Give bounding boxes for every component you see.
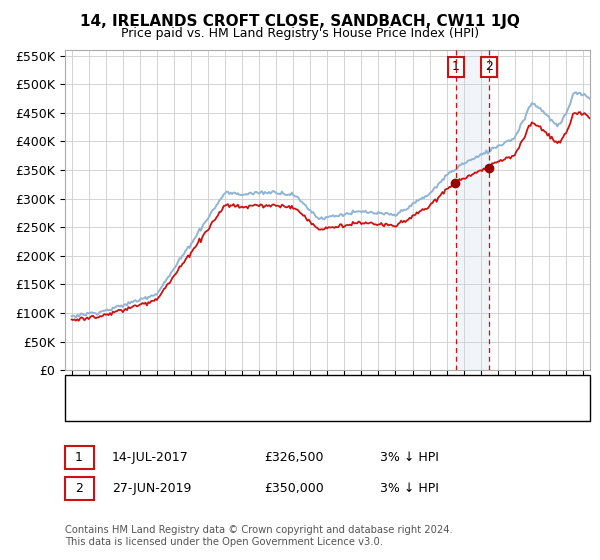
Text: 3% ↓ HPI: 3% ↓ HPI: [380, 482, 439, 495]
Text: 2: 2: [75, 482, 83, 495]
Text: 14, IRELANDS CROFT CLOSE, SANDBACH, CW11 1JQ: 14, IRELANDS CROFT CLOSE, SANDBACH, CW11…: [80, 14, 520, 29]
Text: 14, IRELANDS CROFT CLOSE, SANDBACH, CW11 1JQ (detached house): 14, IRELANDS CROFT CLOSE, SANDBACH, CW11…: [104, 383, 504, 393]
Text: £326,500: £326,500: [265, 451, 324, 464]
Text: Price paid vs. HM Land Registry's House Price Index (HPI): Price paid vs. HM Land Registry's House …: [121, 27, 479, 40]
Text: 27-JUN-2019: 27-JUN-2019: [112, 482, 191, 495]
FancyBboxPatch shape: [65, 477, 94, 500]
Text: Contains HM Land Registry data © Crown copyright and database right 2024.
This d: Contains HM Land Registry data © Crown c…: [65, 525, 452, 547]
Text: 14-JUL-2017: 14-JUL-2017: [112, 451, 189, 464]
Text: £350,000: £350,000: [265, 482, 324, 495]
FancyBboxPatch shape: [65, 446, 94, 469]
Text: 2: 2: [485, 60, 493, 73]
Text: 1: 1: [75, 451, 83, 464]
Text: 1: 1: [452, 60, 460, 73]
Bar: [456, 50, 489, 370]
Text: 3% ↓ HPI: 3% ↓ HPI: [380, 451, 439, 464]
Text: HPI: Average price, detached house, Cheshire East: HPI: Average price, detached house, Ches…: [104, 405, 394, 414]
